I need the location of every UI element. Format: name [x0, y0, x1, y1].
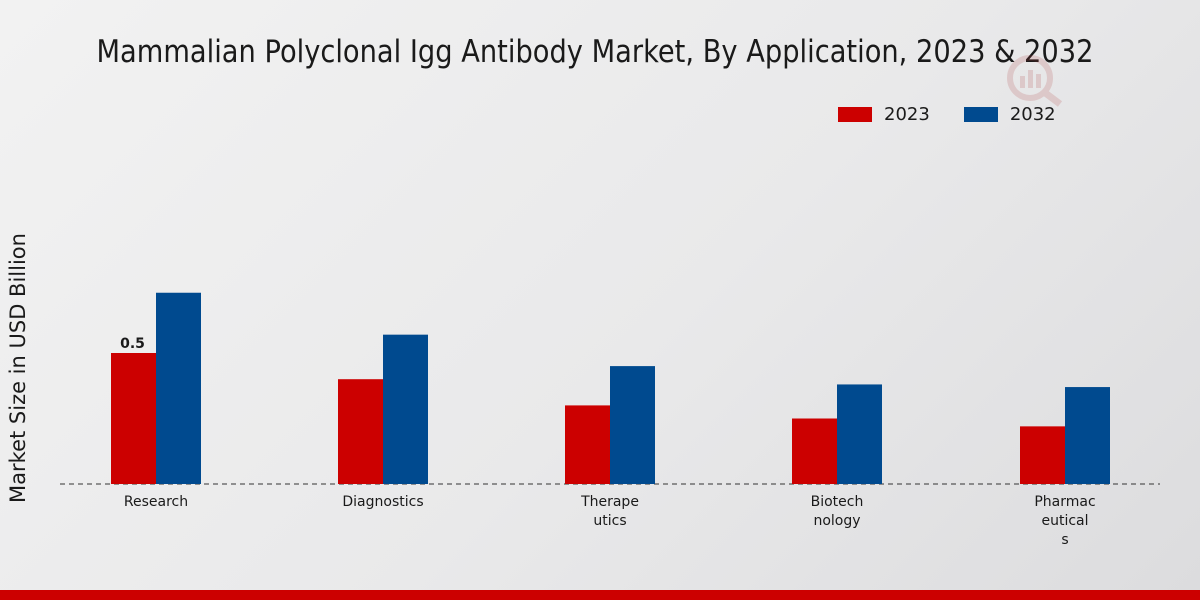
legend-swatch-2023 [838, 107, 872, 122]
data-label: 0.5 [120, 336, 145, 352]
bar-2023-therapeutics [565, 405, 610, 484]
legend: 2023 2032 [838, 104, 1056, 125]
legend-label-2032: 2032 [1009, 104, 1056, 125]
legend-item-2032: 2032 [963, 104, 1056, 125]
legend-swatch-2032 [963, 107, 998, 122]
legend-item-2023: 2023 [838, 104, 930, 125]
bar-2032-biotechnology [837, 384, 882, 484]
bottom-accent-bar [0, 590, 1200, 600]
bar-2023-pharmaceuticals [1020, 426, 1065, 484]
x-tick-label: Diagnostics [342, 494, 423, 510]
x-tick-label: Research [124, 494, 188, 510]
bar-2032-research [156, 292, 201, 484]
bar-2032-therapeutics [610, 366, 655, 484]
bar-2023-diagnostics [338, 379, 383, 484]
x-tick-label: Pharmac eutical s [1034, 494, 1095, 548]
legend-label-2023: 2023 [884, 104, 930, 125]
bar-2032-pharmaceuticals [1065, 387, 1110, 484]
chart-title: Mammalian Polyclonal Igg Antibody Market… [96, 34, 1094, 70]
x-tick-label: Biotech nology [811, 494, 864, 529]
bar-2023-research [111, 353, 156, 484]
bar-2023-biotechnology [792, 418, 837, 484]
x-tick-label: Therape utics [580, 494, 639, 529]
watermark-logo-icon [1007, 55, 1063, 107]
bar-2032-diagnostics [383, 334, 428, 484]
